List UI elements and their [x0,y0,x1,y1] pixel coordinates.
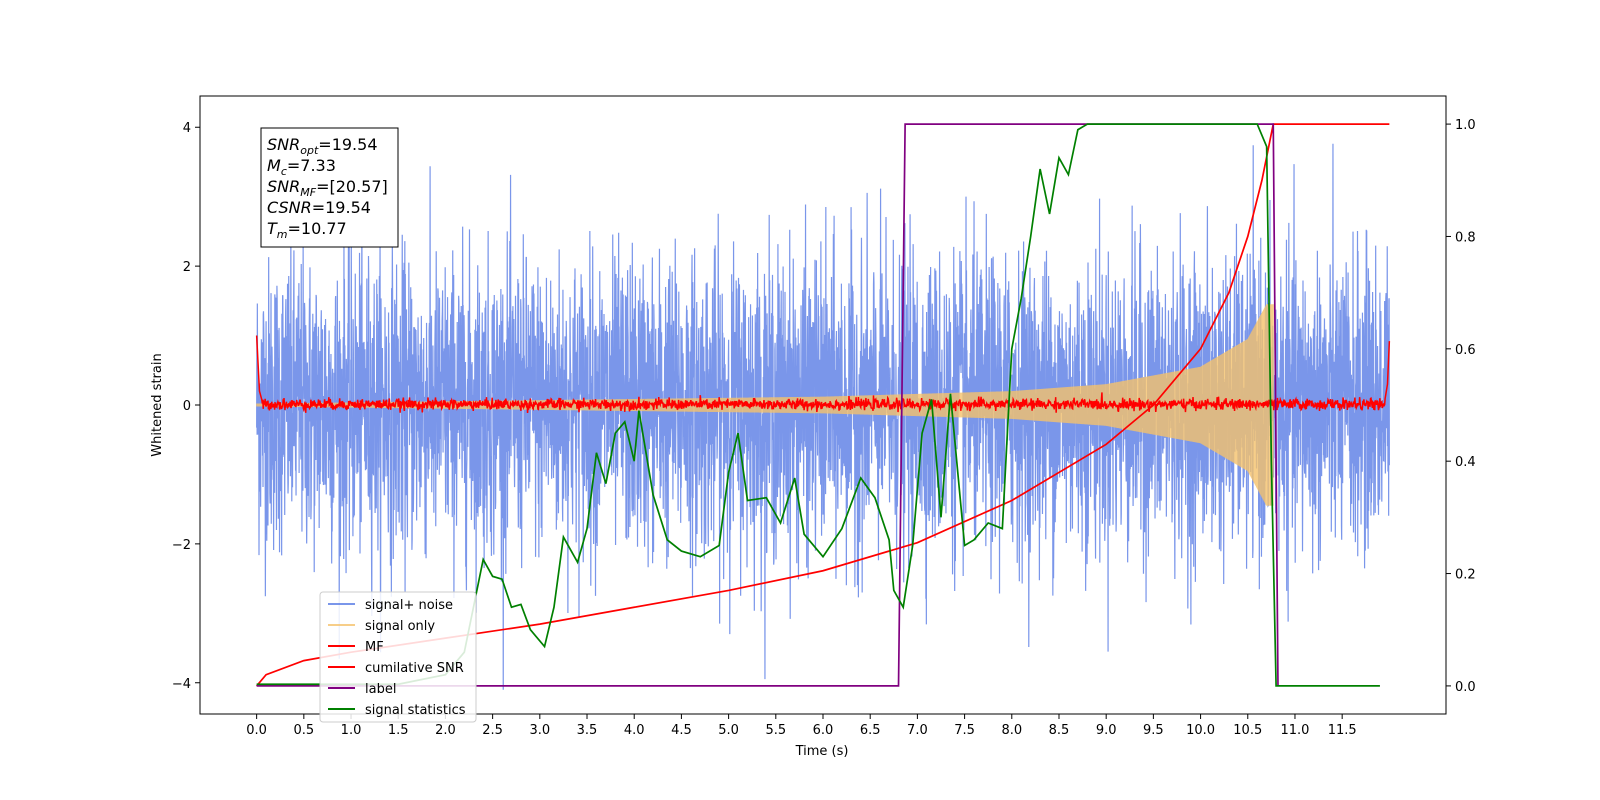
info-box: SNRopt=19.54Mc=7.33SNRMF=[20.57]CSNR=19.… [260,127,399,248]
x-tick-label: 11.5 [1328,723,1357,738]
y-tick-label-right: 0.8 [1455,230,1476,245]
y-tick-label-left: 0 [183,399,191,414]
y-tick-label-left: 2 [183,260,191,275]
legend-label: signal+ noise [365,598,453,613]
y-tick-label-left: −4 [172,677,191,692]
x-tick-label: 3.0 [529,723,550,738]
series-signal-noise [256,143,1390,690]
legend: signal+ noise signal only MF cumilative SNR… [319,591,477,723]
y-axis-right: 1.0 0.8 0.6 0.4 0.2 0.0 [1446,118,1476,695]
y-tick-label-right: 0.4 [1455,455,1476,470]
y-tick-label-right: 1.0 [1455,118,1476,133]
x-tick-label: 3.5 [577,723,598,738]
y-tick-label-right: 0.0 [1455,680,1476,695]
x-tick-label: 4.0 [624,723,645,738]
x-tick-label: 0.0 [246,723,267,738]
y-tick-label-left: −2 [172,538,191,553]
x-tick-label: 2.0 [435,723,456,738]
x-tick-label: 10.0 [1186,723,1215,738]
x-tick-label: 6.5 [860,723,881,738]
x-tick-label: 8.0 [1001,723,1022,738]
y-tick-label-right: 0.2 [1455,568,1476,583]
series-signal-statistics [256,123,1380,687]
info-line: CSNR=19.54 [267,198,371,217]
legend-label: signal only [365,619,435,634]
legend-label: MF [365,640,384,655]
x-tick-label: 10.5 [1233,723,1262,738]
x-tick-label: 5.5 [765,723,786,738]
x-tick-label: 4.5 [671,723,692,738]
x-tick-label: 9.0 [1096,723,1117,738]
series-signal-only [256,304,1274,506]
info-box-frame [260,127,399,248]
series-label [256,123,1279,687]
x-tick-label: 7.0 [907,723,928,738]
x-tick-label: 9.5 [1143,723,1164,738]
x-axis-label: Time (s) [795,744,849,759]
y-axis-left: 4 2 0 −2 −4 [172,121,200,692]
y-axis-label: Whitened strain [150,353,165,456]
legend-frame [319,591,477,723]
x-tick-label: 1.0 [341,723,362,738]
legend-label: signal statistics [365,703,466,718]
info-line: SNRMF=[20.57] [267,177,388,199]
info-line: Tm=10.77 [267,219,347,241]
x-tick-label: 11.0 [1280,723,1309,738]
info-line: Mc=7.33 [267,156,336,178]
y-tick-label-right: 0.6 [1455,343,1476,358]
x-tick-label: 6.0 [813,723,834,738]
x-tick-label: 5.0 [718,723,739,738]
series-mf [255,335,1391,414]
x-axis: 0.0 0.5 1.0 1.5 2.0 2.5 3.0 3.5 4.0 4.5 5.0 5.5 6.0 6… [246,714,1357,738]
info-line: SNRopt=19.54 [267,135,378,157]
legend-label: cumilative SNR [365,661,464,676]
x-tick-label: 8.5 [1049,723,1070,738]
x-tick-label: 7.5 [954,723,975,738]
y-tick-label-left: 4 [183,121,191,136]
x-tick-label: 0.5 [293,723,314,738]
legend-label: label [365,682,396,697]
x-tick-label: 1.5 [388,723,409,738]
x-tick-label: 2.5 [482,723,503,738]
